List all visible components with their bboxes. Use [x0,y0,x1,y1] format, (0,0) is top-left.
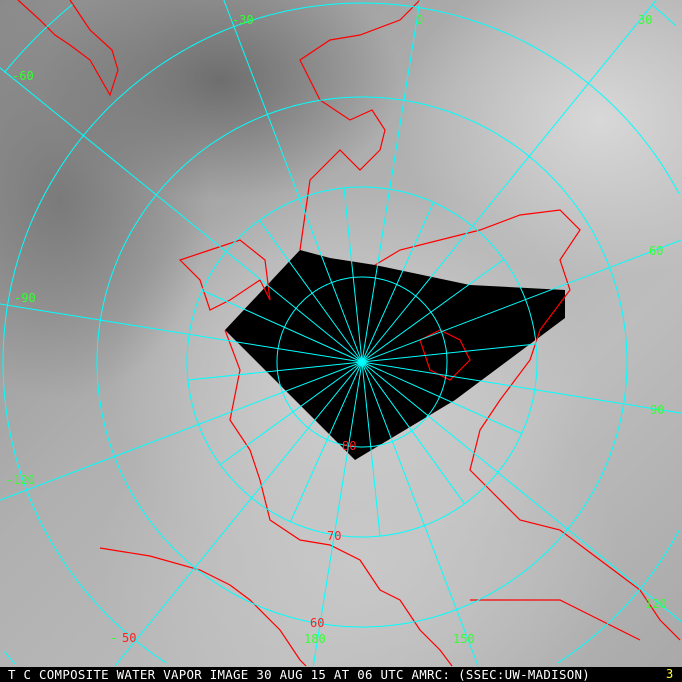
meridian-line [0,303,363,363]
latitude-circle [96,96,628,628]
meridian-line [0,361,363,501]
meridian-line [114,361,363,667]
longitude-label: 30 [638,13,653,27]
latitude-circle [186,186,538,538]
longitude-label: 150 [453,632,475,646]
coastline-scandinavia [299,0,421,251]
longitude-label: 180 [304,632,326,646]
latitude-circle [557,530,680,664]
latitude-label: 70 [327,529,342,543]
latitude-circle [4,4,73,73]
meridian-line [219,361,363,466]
meridian-line [258,219,363,363]
meridian-line [361,343,537,363]
longitude-label: -60 [12,69,34,83]
meridian-line [361,361,682,622]
meridian-line [361,361,381,537]
coastline-russia [374,209,681,641]
latitude-circle [276,276,448,448]
graticule [0,0,682,667]
longitude-label: 90 [650,403,665,417]
latitude-circle [651,4,677,26]
coastline-alaska [99,547,307,667]
coastline-baffin [178,239,271,311]
longitude-label: - [110,631,118,645]
longitude-label: -90 [14,291,36,305]
meridian-line [187,361,363,381]
coastlines [17,0,681,667]
meridian-line [312,361,363,667]
meridian-line [202,290,363,363]
coastline-canada [224,329,453,667]
coastline-siberia-islands [419,329,471,381]
longitude-label: 0 [416,13,424,27]
coastline-greenland [17,0,119,97]
meridian-line [223,0,363,363]
meridian-line [0,67,363,363]
longitude-label: 60 [649,244,664,258]
latitude-label: 80 [342,439,357,453]
latitude-label: 50 [122,631,137,645]
coastline-aleutians [470,599,641,641]
meridian-line [361,361,522,434]
meridian-line [361,361,682,414]
meridian-line [361,0,657,363]
latitude-circle [4,651,16,665]
longitude-label: -30 [232,13,254,27]
meridian-line [361,239,682,363]
image-caption: T C COMPOSITE WATER VAPOR IMAGE 30 AUG 1… [8,667,590,682]
meridian-line [290,361,363,522]
caption-overlay-digit: 3 [666,667,674,681]
meridian-line [361,361,479,667]
longitude-label: 120 [645,597,667,611]
caption-bar [0,667,682,682]
latitude-circle [2,2,680,664]
meridian-line [361,0,421,363]
meridian-line [361,202,434,363]
meridian-line [361,361,466,505]
longitude-label: -120 [6,473,35,487]
meridian-line [343,187,363,363]
latitude-label: 60 [310,616,325,630]
meridian-line [361,258,505,363]
no-data-region [225,250,565,460]
